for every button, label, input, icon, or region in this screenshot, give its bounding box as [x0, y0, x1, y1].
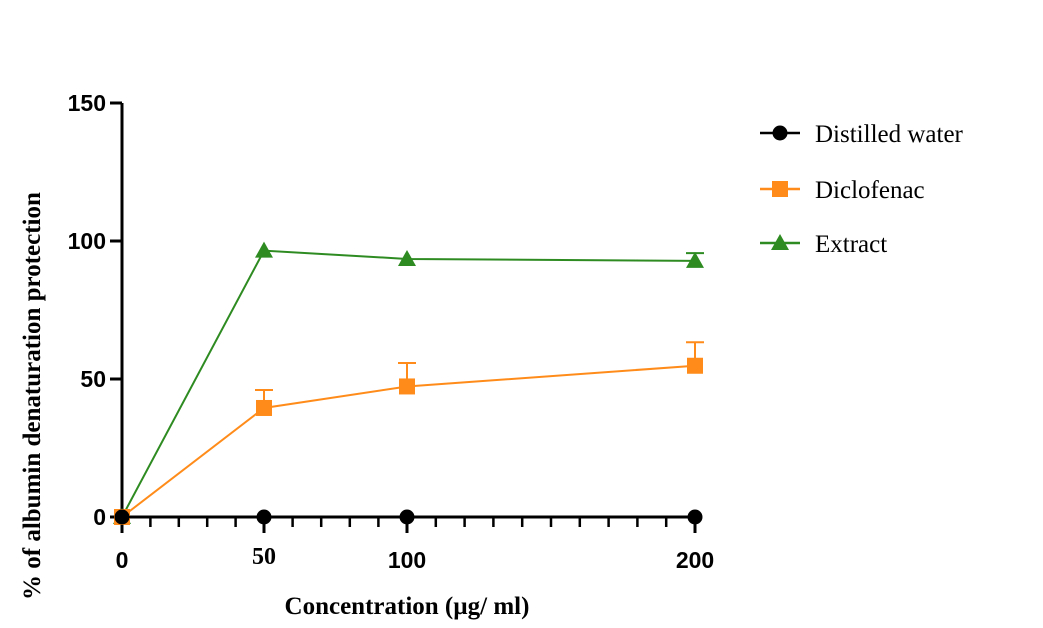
series-line: [121, 364, 696, 518]
series-diclofenac: [114, 341, 704, 525]
y-tick-label: 150: [68, 90, 106, 116]
legend-label: Distilled water: [815, 121, 964, 148]
data-point: [256, 399, 272, 416]
data-point: [114, 509, 130, 525]
legend: Distilled water Diclofenac Extract: [760, 121, 964, 258]
data-point: [255, 241, 273, 258]
y-tick-label: 50: [80, 366, 106, 392]
data-point: [256, 509, 272, 525]
y-tick-label: 100: [68, 228, 106, 254]
x-tick-label: 100: [388, 547, 426, 573]
legend-label: Diclofenac: [815, 177, 925, 204]
x-ticks: 0 50 100 200: [116, 517, 714, 573]
x-tick-label: 200: [676, 547, 714, 573]
y-axis-title: % of albumin denaturation protection: [19, 192, 46, 600]
y-tick-label: 0: [93, 504, 106, 530]
data-point: [687, 357, 703, 374]
series-layer: [113, 241, 704, 525]
x-tick-label: 50: [252, 544, 276, 570]
data-point: [399, 509, 415, 525]
data-point: [398, 249, 416, 266]
y-ticks: 0 50 100 150: [68, 90, 122, 530]
legend-marker: [772, 181, 788, 197]
legend-item: Diclofenac: [760, 177, 925, 204]
series-distilled-water: [114, 509, 703, 525]
legend-item: Extract: [760, 231, 887, 258]
legend-item: Distilled water: [760, 121, 964, 148]
axes: [120, 103, 695, 519]
legend-label: Extract: [815, 231, 887, 258]
data-point: [399, 378, 415, 395]
legend-marker: [772, 125, 788, 141]
legend-marker: [771, 234, 789, 250]
x-tick-label: 0: [116, 547, 129, 573]
data-point: [687, 509, 703, 525]
x-axis-title: Concentration (µg/ ml): [285, 593, 530, 620]
series-line: [121, 249, 696, 518]
data-point: [686, 251, 704, 268]
